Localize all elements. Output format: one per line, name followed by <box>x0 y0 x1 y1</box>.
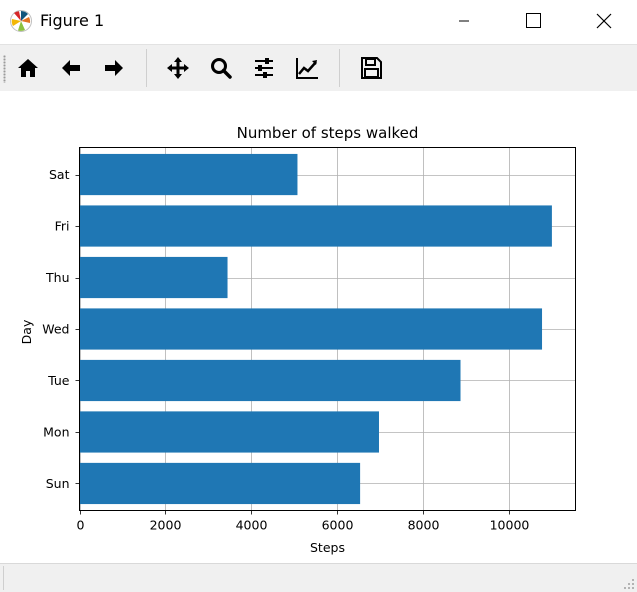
arrow-left-icon <box>62 60 80 76</box>
configure-subplots-button[interactable] <box>248 53 280 83</box>
close-button[interactable] <box>580 0 626 42</box>
y-tick-label: Sat <box>49 167 70 182</box>
bar-fri[interactable] <box>79 205 552 247</box>
bar-tue[interactable] <box>79 359 461 402</box>
y-tick-label: Thu <box>45 270 69 285</box>
chart-title: Number of steps walked <box>237 124 419 142</box>
y-tick-label: Wed <box>42 322 69 337</box>
bar-sat[interactable] <box>79 153 298 196</box>
home-icon <box>18 59 38 77</box>
x-tick-label: 8000 <box>408 518 440 533</box>
bar-sun[interactable] <box>79 462 361 505</box>
move-icon <box>167 57 189 79</box>
resize-grip-icon[interactable] <box>623 578 635 590</box>
y-tick-label: Sun <box>46 476 70 491</box>
save-button[interactable] <box>355 53 387 83</box>
maximize-icon <box>526 13 541 28</box>
close-icon <box>596 13 612 29</box>
y-tick-label: Tue <box>47 373 70 388</box>
axes-frame <box>79 147 576 511</box>
matplotlib-logo-icon <box>10 10 32 32</box>
x-axis-label: Steps <box>310 540 345 555</box>
y-tick-label: Mon <box>43 424 69 439</box>
x-tick-label: 0 <box>77 518 85 533</box>
arrow-right-icon <box>105 60 123 76</box>
x-tick-label: 2000 <box>150 518 182 533</box>
sliders-icon <box>255 58 273 78</box>
bar-thu[interactable] <box>79 256 228 299</box>
bar-wed[interactable] <box>79 308 543 350</box>
pan-button[interactable] <box>162 53 194 83</box>
maximize-button[interactable] <box>510 0 556 42</box>
x-tick-label: 6000 <box>322 518 354 533</box>
toolbar-grip[interactable] <box>3 55 6 83</box>
back-button[interactable] <box>55 53 87 83</box>
toolbar-separator <box>146 49 147 87</box>
bar-chart[interactable]: 0 2000 4000 6000 8000 10000 Sun Mon Tue Wed Thu Fr… <box>0 91 637 563</box>
home-button[interactable] <box>12 53 44 83</box>
y-axis-label: Day <box>19 319 34 344</box>
x-tick-label: 4000 <box>236 518 268 533</box>
edit-axis-button[interactable] <box>291 53 323 83</box>
status-bar <box>0 563 637 592</box>
status-divider <box>3 566 4 590</box>
floppy-disk-icon <box>361 57 382 79</box>
navigation-toolbar <box>0 44 637 91</box>
bar-mon[interactable] <box>79 411 379 453</box>
zoom-button[interactable] <box>205 53 237 83</box>
window-title: Figure 1 <box>40 11 105 30</box>
window-titlebar: Figure 1 <box>0 0 637 42</box>
y-tick-label: Fri <box>55 219 70 234</box>
x-tick-label: 10000 <box>490 518 530 533</box>
magnifier-icon <box>211 58 232 79</box>
minimize-icon <box>459 20 469 22</box>
line-chart-icon <box>296 58 318 79</box>
forward-button[interactable] <box>98 53 130 83</box>
toolbar-separator <box>339 49 340 87</box>
minimize-button[interactable] <box>441 0 487 42</box>
